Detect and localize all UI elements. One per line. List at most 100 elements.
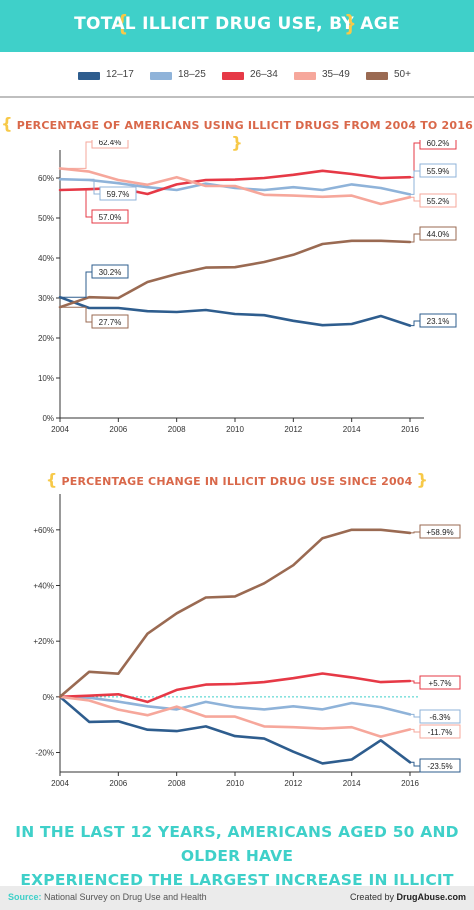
- legend-swatch: [294, 72, 316, 80]
- data-label-box: [99, 186, 137, 201]
- data-label: +58.9%: [426, 528, 453, 537]
- data-label: 30.2%: [99, 268, 122, 277]
- y-tick-label: 20%: [38, 334, 54, 343]
- series-line: [58, 528, 412, 699]
- data-label-box: [419, 675, 461, 690]
- data-label: 23.1%: [427, 317, 450, 326]
- label-connector: [60, 178, 100, 195]
- x-tick-label: 2006: [109, 425, 127, 434]
- x-tick-label: 2006: [109, 779, 127, 788]
- data-label: 44.0%: [427, 230, 450, 239]
- right-bracket-icon: }: [231, 133, 243, 152]
- label-connector: [410, 680, 420, 684]
- summary-line: IN THE LAST 12 YEARS, AMERICANS AGED 50 …: [15, 823, 459, 865]
- label-connector: [410, 196, 420, 202]
- chart-usage-percentage: 0% 10% 20% 30% 40% 50% 60% 2004 2006 2008 2010 2012…: [38, 140, 457, 434]
- data-label: 59.7%: [107, 190, 130, 199]
- data-label-box: [419, 226, 457, 241]
- legend-label: 18–25: [178, 69, 206, 80]
- label-connector: [60, 271, 92, 298]
- label-connector: [410, 170, 420, 195]
- source-text: National Survey on Drug Use and Health: [44, 892, 207, 902]
- x-tick-label: 2004: [51, 779, 69, 788]
- y-tick-label: 40%: [38, 254, 54, 263]
- footer-credit: Created by DrugAbuse.com: [350, 892, 466, 902]
- x-tick-label: 2008: [168, 425, 186, 434]
- chart1-title-wrap: { PERCENTAGE OF AMERICANS USING ILLICIT …: [0, 114, 474, 152]
- x-tick-label: 2012: [284, 779, 302, 788]
- summary-banner: [0, 812, 474, 886]
- x-tick-label: 2016: [401, 425, 419, 434]
- left-bracket-icon: {: [118, 10, 127, 35]
- data-label-box: [91, 209, 129, 224]
- data-label: +5.7%: [429, 679, 452, 688]
- y-tick-label: 60%: [38, 174, 54, 183]
- data-label-box: [419, 758, 461, 773]
- label-connector: [60, 189, 92, 218]
- page-title: TOTAL ILLICIT DRUG USE, BY AGE: [74, 14, 400, 34]
- series-line: [58, 695, 412, 716]
- data-label-box: [419, 709, 461, 724]
- series-line: [58, 167, 412, 206]
- series-line: [58, 695, 412, 738]
- series-line: [58, 695, 412, 765]
- series-line: [58, 177, 412, 196]
- legend-label: 50+: [394, 69, 411, 80]
- y-tick-label: -20%: [35, 749, 54, 758]
- data-label-box: [419, 193, 457, 208]
- data-label-box: [419, 313, 457, 328]
- series-line: [58, 239, 412, 309]
- legend-swatch: [366, 72, 388, 80]
- chart2-title: PERCENTAGE CHANGE IN ILLICIT DRUG USE SI…: [61, 475, 413, 488]
- y-tick-label: 0%: [42, 414, 54, 423]
- data-label: 62.4%: [99, 140, 122, 147]
- data-label-box: [91, 264, 129, 279]
- legend-label: 26–34: [250, 69, 278, 80]
- legend: 12–17 18–25 26–34 35–49 50+: [78, 68, 411, 84]
- x-tick-label: 2012: [284, 425, 302, 434]
- data-label-box: [419, 140, 457, 150]
- data-label: 60.2%: [427, 140, 450, 148]
- credit-label: Created by: [349, 892, 394, 902]
- data-label: 57.0%: [99, 213, 122, 222]
- x-tick-label: 2014: [343, 425, 361, 434]
- data-label: 55.2%: [427, 197, 450, 206]
- y-tick-label: 30%: [38, 294, 54, 303]
- x-tick-label: 2010: [226, 425, 244, 434]
- x-tick-label: 2016: [401, 779, 419, 788]
- label-connector: [410, 233, 420, 243]
- chart-percentage-change: -20% 0% +20% +40% +60% 2004 2006 2008 2010 2012 20…: [33, 494, 461, 788]
- legend-swatch: [78, 72, 100, 80]
- data-label: 55.9%: [427, 167, 450, 176]
- y-tick-label: 10%: [38, 374, 54, 383]
- y-tick-label: +60%: [33, 526, 54, 535]
- y-tick-label: 50%: [38, 214, 54, 223]
- legend-swatch: [222, 72, 244, 80]
- y-tick-label: +40%: [33, 582, 54, 591]
- data-label: -11.7%: [428, 728, 453, 737]
- data-label-box: [91, 140, 129, 149]
- y-tick-label: +20%: [33, 637, 54, 646]
- data-label: -6.3%: [430, 713, 451, 722]
- data-label: -23.5%: [427, 762, 452, 771]
- label-connector: [60, 141, 92, 169]
- chart2-title-wrap: { PERCENTAGE CHANGE IN ILLICIT DRUG USE …: [0, 470, 474, 489]
- label-connector: [410, 728, 420, 733]
- legend-swatch: [150, 72, 172, 80]
- label-connector: [410, 713, 420, 718]
- data-label-box: [419, 163, 457, 178]
- data-label-box: [419, 724, 461, 739]
- label-connector: [410, 320, 420, 327]
- y-tick-label: 0%: [42, 693, 54, 702]
- data-label-box: [419, 524, 461, 539]
- credit-name: DrugAbuse.com: [396, 892, 466, 902]
- left-bracket-icon: {: [1, 114, 13, 133]
- label-connector: [410, 761, 420, 767]
- x-tick-label: 2014: [343, 779, 361, 788]
- series-line: [58, 672, 412, 704]
- x-tick-label: 2010: [226, 779, 244, 788]
- legend-label: 35–49: [322, 69, 350, 80]
- label-connector: [410, 531, 420, 534]
- x-tick-label: 2004: [51, 425, 69, 434]
- legend-label: 12–17: [106, 69, 134, 80]
